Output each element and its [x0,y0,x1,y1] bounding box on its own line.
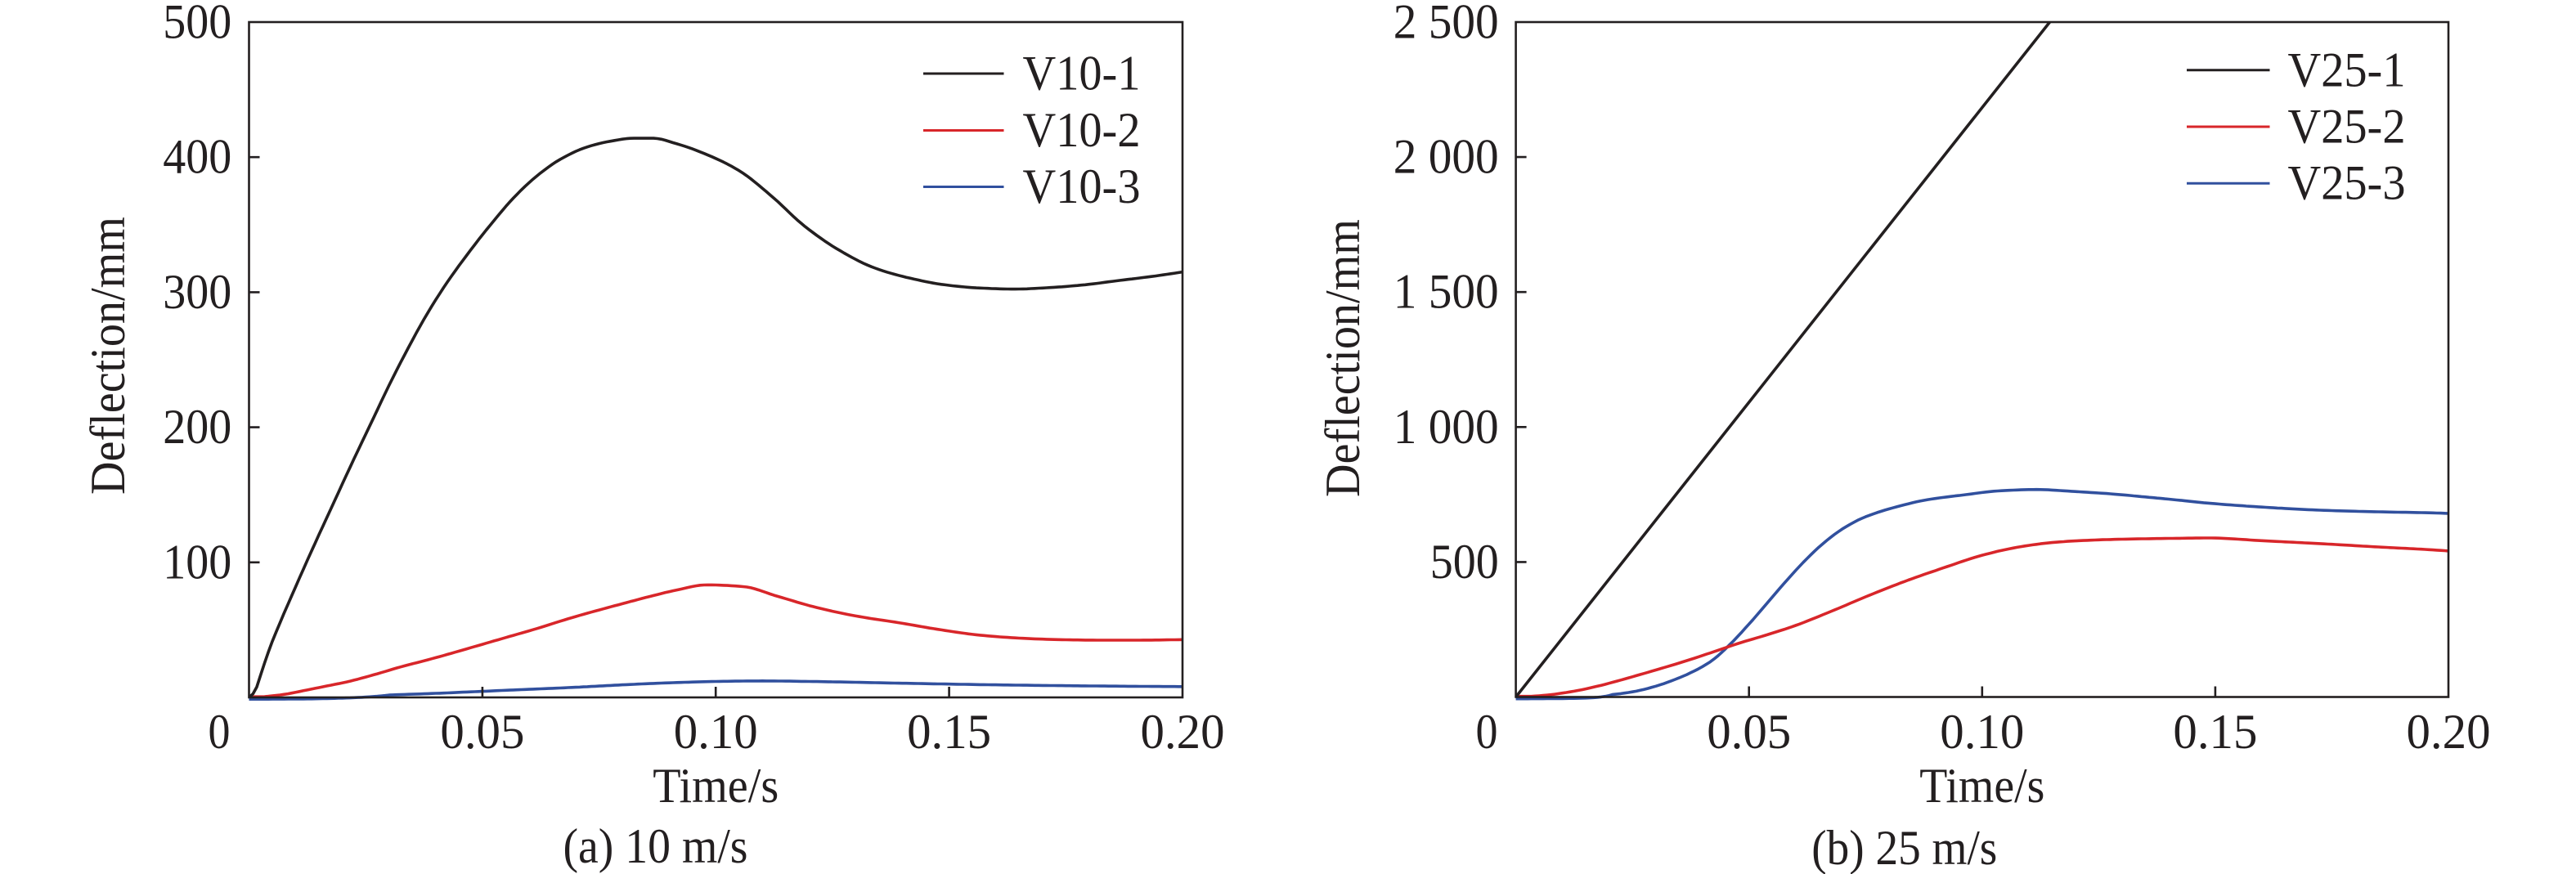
svg-text:0.10: 0.10 [674,705,758,759]
svg-text:2 500: 2 500 [1393,0,1499,49]
svg-text:V10-3: V10-3 [1023,159,1141,213]
svg-text:0.15: 0.15 [2173,705,2257,759]
svg-text:0.05: 0.05 [440,705,524,759]
svg-text:0.20: 0.20 [2407,705,2491,759]
svg-text:V25-2: V25-2 [2288,100,2406,154]
svg-text:V10-2: V10-2 [1023,103,1141,157]
svg-text:V10-1: V10-1 [1023,47,1141,101]
svg-text:200: 200 [163,400,231,454]
svg-text:1 500: 1 500 [1393,265,1499,319]
svg-text:V25-1: V25-1 [2288,43,2406,96]
svg-text:500: 500 [1430,535,1499,589]
svg-text:Deflection/mm: Deflection/mm [81,217,135,495]
svg-text:0.15: 0.15 [907,705,991,759]
svg-text:(b) 25 m/s: (b) 25 m/s [1811,821,1997,874]
svg-text:Deflection/mm: Deflection/mm [1316,219,1370,497]
svg-text:1 000: 1 000 [1393,400,1499,454]
svg-text:0.20: 0.20 [1141,705,1225,759]
svg-text:0: 0 [1476,705,1498,759]
svg-text:0.05: 0.05 [1707,705,1791,759]
svg-text:(a) 10 m/s: (a) 10 m/s [563,819,748,873]
svg-text:300: 300 [163,265,231,319]
svg-text:Time/s: Time/s [1919,759,2044,813]
svg-text:0.10: 0.10 [1940,705,2024,759]
svg-text:500: 500 [163,0,231,49]
svg-text:0: 0 [209,705,231,759]
svg-text:100: 100 [163,535,231,589]
svg-text:2 000: 2 000 [1393,130,1499,184]
svg-text:V25-3: V25-3 [2288,156,2406,210]
svg-text:Time/s: Time/s [653,759,779,813]
svg-text:400: 400 [163,130,231,184]
